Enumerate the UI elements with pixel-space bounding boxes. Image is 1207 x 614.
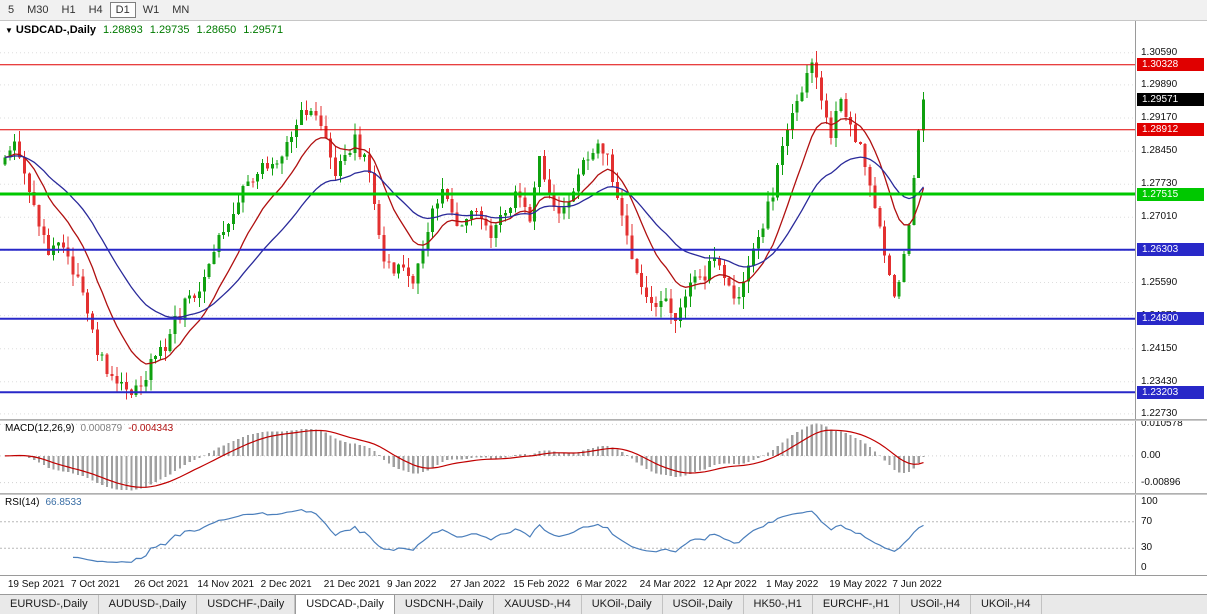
price-axis: 1.30590 1.29890 1.29170 1.28450 1.27730 1.270… — [1135, 21, 1207, 419]
macd-axis-label: 0.010578 — [1141, 421, 1183, 430]
rsi-axis-label: 30 — [1141, 542, 1153, 554]
chart-tab-hk50-h1[interactable]: HK50-,H1 — [744, 595, 813, 614]
chart-tab-ukoil-h4[interactable]: UKOil-,H4 — [971, 595, 1042, 614]
chart-tab-eurusd-daily[interactable]: EURUSD-,Daily — [0, 595, 99, 614]
timeframe-button-d1[interactable]: D1 — [109, 2, 136, 18]
timeframe-button-h4[interactable]: H4 — [88, 4, 103, 16]
time-axis-label: 27 Jan 2022 — [450, 579, 506, 590]
macd-chart — [0, 423, 1135, 491]
chart-tab-usoil-h4[interactable]: USOil-,H4 — [900, 595, 971, 614]
time-axis-label: 9 Jan 2022 — [386, 579, 437, 590]
macd-histogram — [8, 423, 925, 491]
chart-tab-ukoil-daily[interactable]: UKOil-,Daily — [582, 595, 663, 614]
chart-tab-usdchf-daily[interactable]: USDCHF-,Daily — [197, 595, 296, 614]
price-axis-label: 1.29890 — [1141, 78, 1178, 90]
price-chart-panel[interactable]: ▼ USDCAD-,Daily 1.28893 1.29735 1.28650 1.295… — [0, 21, 1207, 419]
horizontal-levels-layer — [0, 64, 1135, 394]
time-axis-label: 12 Apr 2022 — [702, 579, 757, 590]
chart-symbol-label: USDCAD-,Daily — [15, 24, 96, 36]
rsi-indicator-panel[interactable]: RSI(14) 66.8533 100 70 30 0 — [0, 495, 1207, 575]
macd-signal-line — [4, 429, 924, 488]
price-axis-label: 1.23430 — [1141, 375, 1178, 387]
macd-signal-value: -0.004343 — [128, 423, 174, 434]
rsi-label: RSI(14) — [5, 497, 40, 508]
chart-window: ▼ USDCAD-,Daily 1.28893 1.29735 1.28650 1.295… — [0, 21, 1207, 594]
level-price-tag: 1.24800 — [1137, 312, 1204, 326]
timeframe-toolbar: 5 M30 H1 H4 D1 W1 MN — [0, 0, 1207, 21]
price-axis-label: 1.30590 — [1141, 46, 1178, 58]
chart-tab-xauusd-h4[interactable]: XAUUSD-,H4 — [494, 595, 582, 614]
chart-tab-eurchf-h1[interactable]: EURCHF-,H1 — [813, 595, 901, 614]
macd-axis: 0.010578 0.00 -0.00896 — [1135, 421, 1207, 493]
time-axis-label: 14 Nov 2021 — [197, 579, 255, 590]
ohlc-close-value: 1.29571 — [243, 24, 284, 36]
rsi-axis: 100 70 30 0 — [1135, 495, 1207, 575]
level-price-tag: 1.28912 — [1137, 123, 1204, 137]
chart-title: ▼ USDCAD-,Daily 1.28893 1.29735 1.28650 1.295… — [5, 24, 283, 36]
macd-indicator-panel[interactable]: MACD(12,26,9) 0.000879 -0.004343 0.010578 0… — [0, 421, 1207, 493]
time-axis-label: 26 Oct 2021 — [134, 579, 189, 590]
price-axis-label: 1.22730 — [1141, 407, 1178, 419]
time-axis-label: 7 Oct 2021 — [71, 579, 120, 590]
time-axis-label: 19 May 2022 — [829, 579, 888, 590]
time-axis-label: 1 May 2022 — [766, 579, 819, 590]
candles-layer — [3, 50, 925, 400]
chart-tab-usdcad-daily[interactable]: USDCAD-,Daily — [295, 595, 395, 614]
chart-tab-usoil-daily[interactable]: USOil-,Daily — [663, 595, 744, 614]
level-price-tag: 1.26303 — [1137, 243, 1204, 257]
macd-main-value: 0.000879 — [80, 423, 123, 434]
time-axis[interactable]: 19 Sep 2021 7 Oct 2021 26 Oct 2021 14 Nov 2… — [0, 575, 1207, 594]
rsi-axis-label: 100 — [1141, 495, 1158, 507]
chart-dropdown-icon[interactable]: ▼ — [5, 26, 13, 35]
current-price-tag: 1.29571 — [1137, 93, 1204, 107]
rsi-value: 66.8533 — [45, 497, 82, 508]
chart-tab-usdcnh-daily[interactable]: USDCNH-,Daily — [395, 595, 495, 614]
level-price-tag: 1.30328 — [1137, 58, 1204, 72]
time-axis-label: 24 Mar 2022 — [639, 579, 696, 590]
price-axis-label: 1.25590 — [1141, 276, 1178, 288]
rsi-axis-label: 0 — [1141, 562, 1147, 574]
macd-label: MACD(12,26,9) — [5, 423, 75, 434]
timeframe-button-m30[interactable]: M30 — [27, 4, 49, 16]
ohlc-low-value: 1.28650 — [196, 24, 237, 36]
grid-layer — [0, 52, 1135, 415]
time-axis-label: 7 Jun 2022 — [892, 579, 942, 590]
time-axis-label: 6 Mar 2022 — [576, 579, 628, 590]
timeframe-button-h1[interactable]: H1 — [61, 4, 76, 16]
chart-tab-audusd-daily[interactable]: AUDUSD-,Daily — [99, 595, 198, 614]
panel-resize-handle[interactable] — [0, 419, 1207, 421]
rsi-line — [72, 508, 924, 564]
macd-axis-label: -0.00896 — [1141, 476, 1181, 488]
timeframe-button-5[interactable]: 5 — [8, 4, 15, 16]
level-price-tag: 1.27515 — [1137, 187, 1204, 201]
macd-axis-label: 0.00 — [1141, 449, 1161, 461]
rsi-chart — [0, 508, 1135, 564]
macd-title: MACD(12,26,9) 0.000879 -0.004343 — [5, 423, 173, 434]
time-axis-label: 15 Feb 2022 — [513, 579, 570, 590]
time-axis-label: 2 Dec 2021 — [260, 579, 312, 590]
timeframe-button-w1[interactable]: W1 — [142, 4, 160, 16]
price-axis-label: 1.27010 — [1141, 211, 1178, 223]
price-axis-label: 1.28450 — [1141, 145, 1178, 157]
time-axis-label: 19 Sep 2021 — [7, 579, 65, 590]
chart-tabs-bar: EURUSD-,Daily AUDUSD-,Daily USDCHF-,Daily U… — [0, 594, 1207, 614]
price-axis-label: 1.29170 — [1141, 111, 1178, 123]
ohlc-open-value: 1.28893 — [103, 24, 143, 36]
rsi-axis-label: 70 — [1141, 515, 1153, 527]
ma-slow-line — [4, 155, 925, 318]
price-axis-label: 1.24150 — [1141, 342, 1178, 354]
rsi-title: RSI(14) 66.8533 — [5, 497, 82, 508]
candlestick-chart — [0, 50, 1135, 415]
panel-resize-handle[interactable] — [0, 493, 1207, 495]
level-price-tag: 1.23203 — [1137, 385, 1204, 399]
timeframe-button-mn[interactable]: MN — [172, 4, 190, 16]
ohlc-high-value: 1.29735 — [149, 24, 190, 36]
price-axis-label: 1.27730 — [1141, 178, 1178, 190]
time-axis-label: 21 Dec 2021 — [323, 579, 381, 590]
ma-fast-line — [4, 118, 925, 365]
